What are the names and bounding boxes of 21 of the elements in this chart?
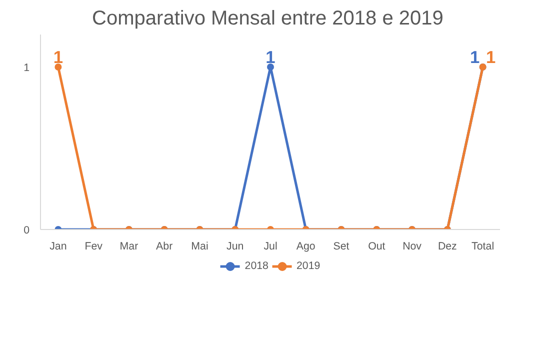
x-tick-label: Jun xyxy=(226,240,244,252)
chart-title: Comparativo Mensal entre 2018 e 2019 xyxy=(92,8,444,30)
x-tick-label: Mar xyxy=(120,240,139,252)
x-tick-label: Dez xyxy=(438,240,457,252)
x-tick-label: Fev xyxy=(84,240,104,252)
data-label: 1 xyxy=(470,47,480,67)
x-tick-label: Set xyxy=(333,240,350,252)
x-tick-label: Jan xyxy=(50,240,67,252)
data-label: 1 xyxy=(53,47,64,67)
data-label: 1 xyxy=(266,47,276,67)
x-tick-label: Mai xyxy=(191,240,208,252)
legend-label: 2018 xyxy=(244,260,268,272)
data-label: 1 xyxy=(486,47,496,67)
x-tick-label: Jul xyxy=(264,240,278,252)
x-tick-label: Total xyxy=(472,240,494,252)
y-tick-label: 0 xyxy=(24,224,30,236)
x-tick-label: Abr xyxy=(156,240,174,252)
x-tick-label: Out xyxy=(368,240,386,252)
legend-label: 2019 xyxy=(296,260,320,272)
x-tick-label: Nov xyxy=(402,240,422,252)
x-tick-label: Ago xyxy=(296,240,316,252)
